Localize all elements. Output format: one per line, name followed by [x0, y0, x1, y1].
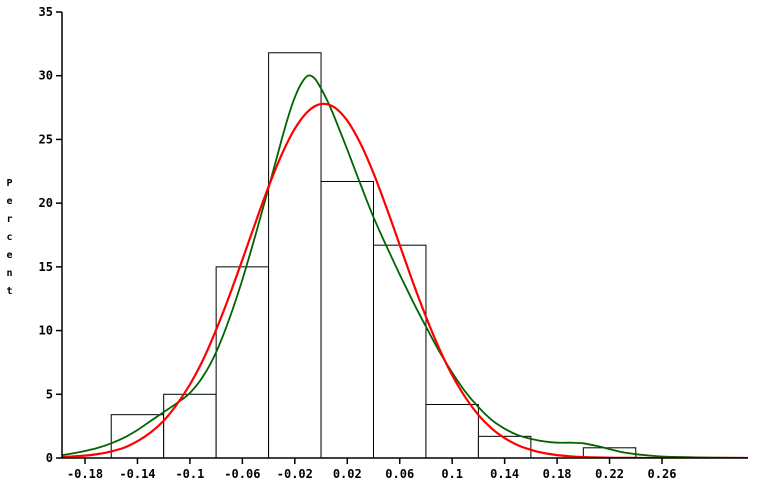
x-tick-label: 0.02	[333, 467, 362, 481]
x-tick-label: 0.14	[490, 467, 519, 481]
y-tick-label: 0	[46, 451, 53, 465]
x-tick-label: -0.14	[119, 467, 155, 481]
x-tick-label: 0.18	[543, 467, 572, 481]
y-tick-label: 25	[39, 132, 53, 146]
x-tick-label: -0.02	[277, 467, 313, 481]
histogram-bar	[163, 393, 217, 459]
normal-curve	[62, 102, 748, 458]
histogram-bar	[110, 414, 165, 459]
y-tick-label: 35	[39, 5, 53, 19]
x-tick-label: 0.06	[385, 467, 414, 481]
y-tick-label: 15	[39, 260, 53, 274]
y-tick-label: 5	[46, 387, 53, 401]
histogram-bar	[425, 403, 479, 459]
x-tick-label: 0.1	[441, 467, 463, 481]
x-tick-label: 0.22	[595, 467, 624, 481]
histogram-bar	[320, 180, 374, 459]
kernel-density-curve	[62, 74, 748, 458]
y-tick-label: 10	[39, 324, 53, 338]
histogram-bar	[215, 266, 270, 459]
x-tick-label: -0.18	[67, 467, 103, 481]
y-tick-label: 20	[39, 196, 53, 210]
y-tick-label: 30	[39, 69, 53, 83]
x-tick-label: -0.1	[175, 467, 204, 481]
x-tick-label: 0.26	[648, 467, 677, 481]
histogram-bar	[268, 52, 322, 459]
x-tick-label: -0.06	[224, 467, 260, 481]
histogram-bar	[373, 244, 427, 459]
y-axis-label: Percent	[4, 178, 15, 304]
